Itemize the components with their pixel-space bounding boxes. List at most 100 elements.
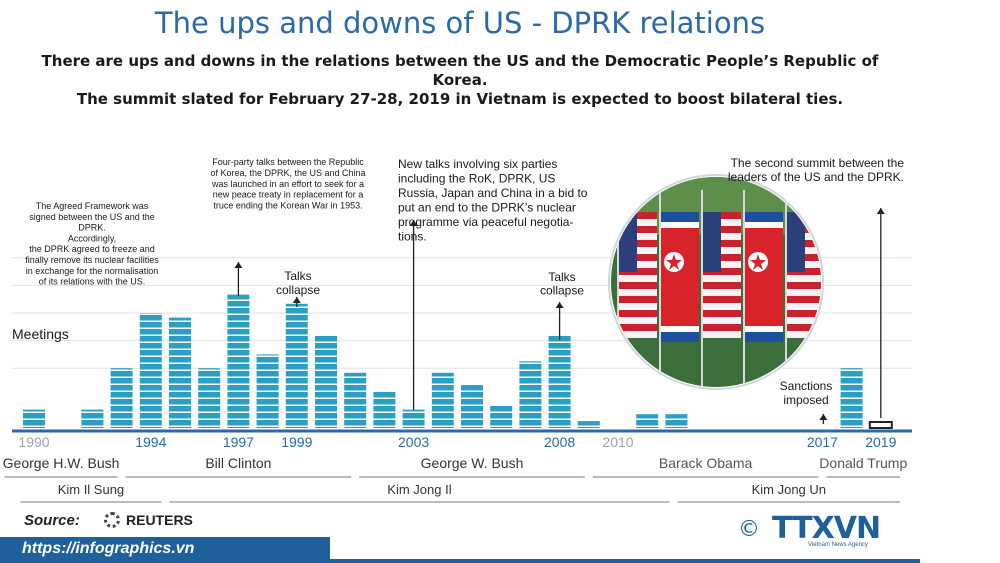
us-flag-stripe xyxy=(703,212,741,219)
us-flag-stripe xyxy=(787,275,821,282)
us-flag-stripe xyxy=(703,303,741,310)
tick-label-2017: 2017 xyxy=(807,434,838,450)
website-link[interactable]: https://infographics.vn xyxy=(22,540,195,557)
us-flag-stripe xyxy=(703,296,741,303)
dprk-leader-label: Kim Il Sung xyxy=(58,482,124,497)
annotation-2017-text: imposed xyxy=(783,393,828,407)
us-flag-stripe xyxy=(619,219,657,226)
url-bar xyxy=(0,537,330,563)
source-label: Source: xyxy=(24,512,80,529)
dprk-leader-label: Kim Jong Il xyxy=(387,482,451,497)
annotation-1999-text: Talks xyxy=(284,269,311,283)
annotation-1994-text: the DPRK agreed to freeze and xyxy=(29,244,155,254)
annotation-2003-arrow-head xyxy=(409,220,418,226)
us-flag-stripe xyxy=(619,296,657,303)
us-flag-stripe xyxy=(703,289,741,296)
bar-2012 xyxy=(665,414,688,428)
us-flag-canton xyxy=(787,212,805,272)
annotation-2003-text: including the RoK, DPRK, US xyxy=(398,172,555,186)
intro-line-1: There are ups and downs in the relations… xyxy=(41,52,879,70)
bar-1994 xyxy=(139,313,162,428)
bar-1997 xyxy=(227,294,250,428)
tick-label-2008: 2008 xyxy=(544,434,575,450)
annotation-2019-text: leaders of the US and the DPRK. xyxy=(728,170,904,184)
bar-1996 xyxy=(198,368,221,428)
us-flag-stripe xyxy=(619,303,657,310)
us-flag-stripe xyxy=(787,303,821,310)
bar-2008 xyxy=(548,336,571,428)
us-flag-stripe xyxy=(703,310,741,317)
bar-2005 xyxy=(461,384,483,428)
tick-label-1994: 1994 xyxy=(135,434,166,450)
us-flag-stripe xyxy=(703,254,741,261)
reuters-logo-icon xyxy=(104,512,120,528)
bar-2003 xyxy=(402,409,425,428)
us-flag-stripe xyxy=(619,310,657,317)
us-flag-stripe xyxy=(619,282,657,289)
tick-label-2003: 2003 xyxy=(398,434,429,450)
annotation-1994-text: of its relations with the US. xyxy=(39,277,146,287)
agency-subtitle: Vietnam News Agency xyxy=(808,542,868,548)
us-president-label: Barack Obama xyxy=(659,455,753,471)
us-flag-stripe xyxy=(787,324,821,331)
annotation-1997-text: new peace treaty in replacement for a xyxy=(213,190,364,200)
bar-2006 xyxy=(490,405,513,428)
us-flag-stripe xyxy=(619,268,657,275)
page-title: The ups and downs of US - DPRK relations xyxy=(154,6,766,40)
bar-2001 xyxy=(344,372,367,428)
us-flag-stripe xyxy=(787,282,821,289)
dprk-flag-red xyxy=(745,228,783,326)
intro-line-3: The summit slated for February 27-28, 20… xyxy=(76,90,844,108)
us-president-label: George H.W. Bush xyxy=(3,455,120,471)
source-name: REUTERS xyxy=(126,512,193,528)
us-flag-canton xyxy=(703,212,721,272)
us-flag-stripe xyxy=(703,226,741,233)
us-flag-stripe xyxy=(703,275,741,282)
annotation-1994-text: Accordingly, xyxy=(68,233,116,243)
annotation-2019-text: The second summit between the xyxy=(731,156,905,170)
us-flag-stripe xyxy=(703,317,741,324)
bar-1993 xyxy=(110,368,133,428)
us-flag-stripe xyxy=(787,296,821,303)
us-flag-stripe xyxy=(619,289,657,296)
tick-label-1997: 1997 xyxy=(223,434,254,450)
annotation-1997-text: truce ending the Korean War in 1953. xyxy=(213,201,362,211)
bar-1992 xyxy=(81,409,104,428)
annotation-1997-text: Four-party talks between the Republic xyxy=(212,157,364,167)
bar-2000 xyxy=(315,336,337,428)
tick-label-2019: 2019 xyxy=(865,434,896,450)
leader-timelines: George H.W. Bush Bill Clinton George W. Bu… xyxy=(3,455,907,503)
annotation-1997-text: was launched in an effort to seek for a xyxy=(211,179,364,189)
us-flag-stripe xyxy=(619,261,657,268)
us-flag-stripe xyxy=(703,233,741,240)
annotation-1994-text: finally remove its nuclear facilities xyxy=(25,255,159,265)
us-flag-stripe xyxy=(619,331,657,338)
annotation-2008-text: Talks xyxy=(548,270,575,284)
bar-1999 xyxy=(285,303,308,428)
us-flag-stripe xyxy=(703,331,741,338)
bar-2011 xyxy=(636,414,659,428)
bar-1990 xyxy=(23,409,45,428)
bar-2002 xyxy=(373,391,396,428)
tick-label-2010: 2010 xyxy=(602,434,633,450)
bar-2019 xyxy=(868,421,893,429)
us-president-label: Bill Clinton xyxy=(205,455,271,471)
bar-1998 xyxy=(256,354,279,428)
annotation-1994-text: DPRK. xyxy=(78,223,106,233)
annotation-2008-text: collapse xyxy=(540,284,584,298)
dprk-flag-red xyxy=(661,228,699,326)
intro-line-2: Korea. xyxy=(432,71,488,89)
bar-2018 xyxy=(840,368,863,428)
annotation-2003-text: put an end to the DPRK’s nuclear xyxy=(398,201,576,215)
copyright-symbol: © xyxy=(738,517,760,542)
us-flag-stripe xyxy=(787,317,821,324)
annotation-1994-text: signed between the US and the xyxy=(29,212,155,222)
annotation-1994-text: in exchange for the normalisation xyxy=(26,266,159,276)
tick-label-1999: 1999 xyxy=(281,434,312,450)
tick-label-1990: 1990 xyxy=(18,434,49,450)
annotation-2003-text: tions. xyxy=(398,230,427,244)
x-axis: 1990 1994 1997 1999 2003 2008 2010 2017 2019 xyxy=(12,429,912,450)
bar-1995 xyxy=(169,317,191,428)
